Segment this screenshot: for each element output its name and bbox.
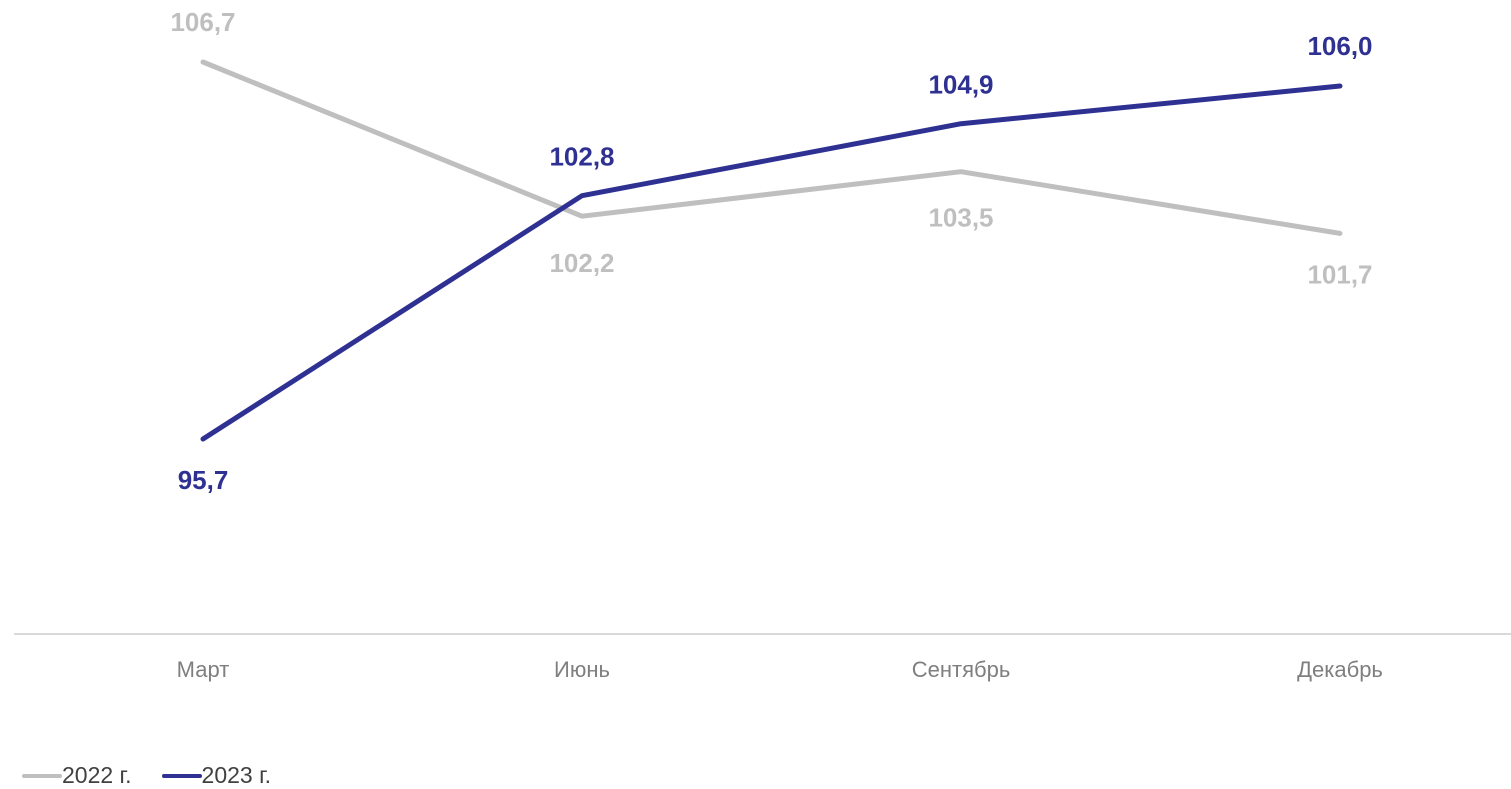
x-tick-label: Июнь [554,657,610,682]
x-axis-ticks: Март Июнь Сентябрь Декабрь [177,657,1383,682]
data-label: 103,5 [928,203,993,233]
data-label: 106,0 [1307,31,1372,61]
x-tick-label: Декабрь [1297,657,1383,682]
legend-swatch-2022 [22,773,62,778]
data-label: 102,8 [549,142,614,172]
series-layer [200,59,1343,442]
data-label: 104,9 [928,70,993,100]
data-labels: 106,7 102,2 103,5 101,7 95,7 102,8 104,9 106,0 [170,7,1372,495]
legend: 2022 г. 2023 г. [22,762,301,789]
legend-item-2022[interactable]: 2022 г. [22,762,132,789]
legend-swatch-2023 [161,773,202,778]
x-tick-label: Март [177,657,230,682]
series-line-2022 [200,59,1343,236]
legend-label-2022: 2022 г. [62,762,132,788]
legend-item-2023[interactable]: 2023 г. [161,762,272,789]
legend-label-2023: 2023 г. [201,762,272,788]
series-line-2023 [200,83,1343,442]
data-label: 95,7 [178,465,229,495]
data-label: 106,7 [170,7,235,37]
data-label: 102,2 [549,248,614,278]
data-label: 101,7 [1307,259,1372,289]
x-tick-label: Сентябрь [912,657,1011,682]
